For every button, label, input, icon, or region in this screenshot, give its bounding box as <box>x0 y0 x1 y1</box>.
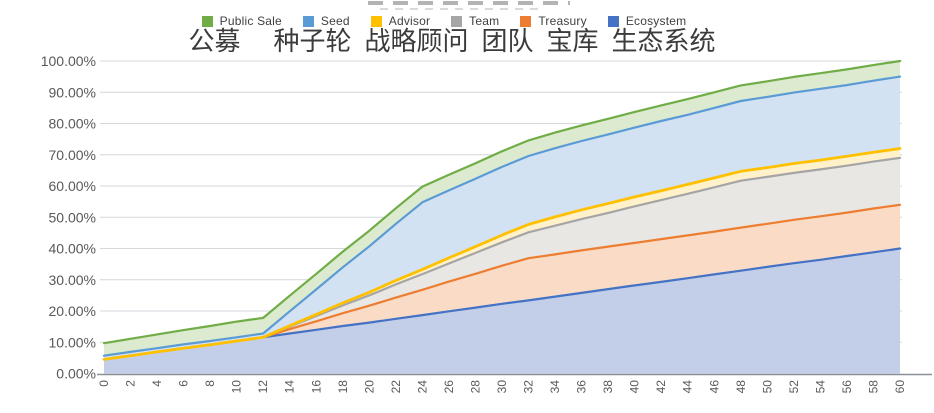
x-axis-tick-label: 22 <box>389 380 403 394</box>
line-advisor <box>102 147 902 361</box>
area-fills <box>104 61 900 374</box>
legend-zh-label-advisor: 战略顾问 <box>364 26 469 56</box>
legend-zh-label-ecosystem: 生态系统 <box>611 26 716 56</box>
legend-item-advisor: Advisor <box>370 14 431 28</box>
legend-zh-label-seed: 种子轮 <box>273 26 352 56</box>
line-seed <box>102 75 902 357</box>
y-axis-tick-label: 90.00% <box>49 84 96 100</box>
y-axis-tick-label: 30.00% <box>49 272 96 288</box>
x-axis-tick-label: 18 <box>336 380 350 394</box>
x-axis-tick-label: 32 <box>522 380 536 394</box>
cropped-title-remnant-2 <box>380 8 538 10</box>
y-axis-tick-label: 100.00% <box>41 53 96 69</box>
legend-color-swatch-team <box>451 15 463 27</box>
legend-color-swatch-ecosystem <box>607 15 619 27</box>
x-axis-tick-label: 20 <box>362 380 376 394</box>
legend-zh-label-public_sale: 公募 <box>188 26 241 56</box>
x-axis-tick-label: 2 <box>124 380 138 387</box>
legend-item-seed: Seed <box>302 14 350 28</box>
cropped-title-remnant <box>368 1 570 5</box>
x-axis-tick-label: 52 <box>787 380 801 394</box>
legend-label-treasury: Treasury <box>538 14 587 28</box>
y-axis-tick-label: 80.00% <box>49 116 96 132</box>
legend-label-team: Team <box>469 14 500 28</box>
y-axis-tick-labels: 0.00% 10.00% 20.00% 30.00% 40.00% 50.00% 60.00… <box>41 53 96 382</box>
x-axis-tick-label: 10 <box>230 380 244 394</box>
area-boundary-lines <box>102 59 902 361</box>
x-axis-tick-label: 56 <box>840 380 854 394</box>
legend-color-swatch-public_sale <box>201 15 213 27</box>
area-treasury <box>104 204 900 360</box>
y-axis-tick-label: 70.00% <box>49 147 96 163</box>
legend-label-advisor: Advisor <box>388 14 431 28</box>
legend-label-public_sale: Public Sale <box>219 14 282 28</box>
x-axis-tick-label: 44 <box>681 380 695 394</box>
area-ecosystem <box>104 248 900 374</box>
x-axis-tick-label: 26 <box>442 380 456 394</box>
legend-item-ecosystem: Ecosystem <box>607 14 687 28</box>
line-public-sale <box>102 59 902 345</box>
x-axis-tick-label: 58 <box>866 380 880 394</box>
x-axis-tick-label: 50 <box>760 380 774 394</box>
legend-item-treasury: Treasury <box>520 14 587 28</box>
x-axis-tick-label: 40 <box>628 380 642 394</box>
x-axis-tick-label: 60 <box>893 380 907 394</box>
x-axis-tick-label: 36 <box>575 380 589 394</box>
legend-color-swatch-advisor <box>370 15 382 27</box>
x-axis-tick-label: 8 <box>203 380 217 387</box>
y-axis-tick-label: 60.00% <box>49 178 96 194</box>
x-axis-tick-label: 4 <box>150 380 164 387</box>
y-axis-tick-label: 40.00% <box>49 241 96 257</box>
area-seed <box>104 76 900 360</box>
legend-label-seed: Seed <box>320 14 350 28</box>
x-axis-tick-label: 54 <box>813 380 827 394</box>
chart-legend-chinese: 公募 种子轮 战略顾问 团队 宝库 生态系统 <box>0 27 934 55</box>
y-axis-tick-label: 50.00% <box>49 209 96 225</box>
x-axis-tick-label: 30 <box>495 380 509 394</box>
x-axis-tick-label: 24 <box>415 380 429 394</box>
x-axis-tick-label: 34 <box>548 380 562 394</box>
legend-zh-label-treasury: 宝库 <box>546 26 599 56</box>
legend-label-ecosystem: Ecosystem <box>625 14 687 28</box>
x-axis-tick-label: 38 <box>601 380 615 394</box>
x-axis-tick-label: 46 <box>707 380 721 394</box>
x-axis-tick-labels: 0 2 4 6 8 10 12 14 16 18 20 22 24 26 28 30 32 34 36 38 40 42 4… <box>97 380 907 394</box>
y-axis-tick-label: 20.00% <box>49 303 96 319</box>
legend-item-team: Team <box>451 14 499 28</box>
chart-legend: Public Sale Seed Advisor Team Treasury Ecosys… <box>0 14 934 28</box>
legend-zh-label-team: 团队 <box>481 26 534 56</box>
legend-color-swatch-treasury <box>520 15 532 27</box>
x-axis-tick-label: 48 <box>734 380 748 394</box>
legend-color-swatch-seed <box>302 15 314 27</box>
x-axis-tick-label: 42 <box>654 380 668 394</box>
x-axis-tick-label: 6 <box>177 380 191 387</box>
legend-item-public_sale: Public Sale <box>201 14 282 28</box>
x-axis-tick-label: 14 <box>283 380 297 394</box>
x-axis-tick-label: 12 <box>256 380 270 394</box>
y-axis-tick-label: 0.00% <box>56 366 96 382</box>
x-axis-tick-label: 28 <box>468 380 482 394</box>
area-team <box>104 157 900 360</box>
y-axis-tick-label: 10.00% <box>49 334 96 350</box>
x-axis-tick-label: 16 <box>309 380 323 394</box>
x-axis-tick-label: 0 <box>97 380 111 387</box>
